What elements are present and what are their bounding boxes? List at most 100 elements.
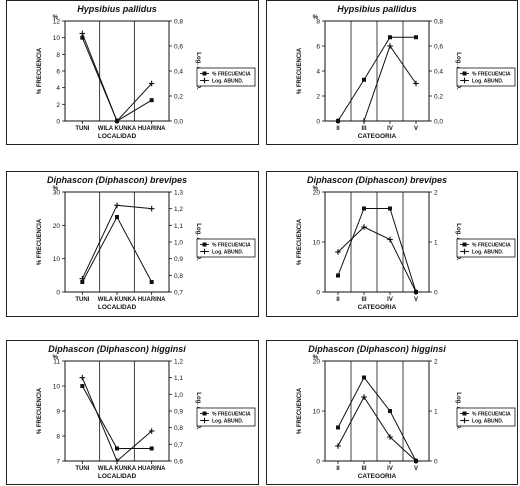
left-axis-tick-label: 7 — [56, 459, 60, 466]
x-category-label: HUARINA — [138, 126, 166, 132]
legend-box — [456, 407, 516, 427]
series-abund-point — [335, 249, 341, 255]
legend-label-frecuencia: % FRECUENCIA — [472, 72, 511, 78]
right-axis-tick-label: 1 — [434, 240, 438, 247]
legend-marker-plus — [201, 77, 208, 84]
x-category-label: V — [414, 126, 418, 132]
chart-title: Hypsibius pallidus — [77, 4, 157, 14]
series-abund-line — [338, 44, 417, 122]
legend-box — [196, 67, 256, 87]
right-axis-tick-label: 0,8 — [434, 19, 443, 26]
left-axis-tick-label: 12 — [53, 19, 61, 26]
left-axis-tick-label: 10 — [53, 35, 61, 42]
chart-panel-hypsibius-categoria: Hypsibius pallidus 0 2 4 6 8 0,0 0,2 0,4 0,6 0,8%%… — [266, 0, 518, 145]
x-category-label: IV — [387, 126, 393, 132]
series-abund-line — [337, 226, 417, 293]
series-frecuencia-line — [81, 37, 152, 122]
series-frecuencia-point — [362, 206, 366, 211]
series-abund — [79, 374, 155, 464]
left-axis-tick-label: 2 — [316, 94, 320, 101]
series-abund — [335, 394, 419, 464]
right-axis-tick-label: 2 — [434, 359, 438, 366]
series-frecuencia-point — [80, 384, 85, 388]
series-frecuencia-point — [80, 35, 85, 40]
x-category-label: II — [336, 466, 340, 472]
right-axis-tick-label: 0,7 — [174, 290, 183, 297]
right-axis-tick-label: 0,6 — [434, 44, 443, 51]
legend-box — [456, 238, 516, 258]
right-axis-tick-label: 0,8 — [174, 425, 183, 432]
x-axis-title: LOCALIDAD — [98, 304, 137, 311]
x-axis-title: LOCALIDAD — [98, 133, 137, 140]
series-frecuencia-point — [149, 98, 154, 103]
series-frecuencia — [80, 384, 154, 451]
right-axis-tick-label: 0,6 — [174, 459, 183, 466]
left-axis-tick-label: 0 — [316, 459, 320, 466]
left-axis-tick-label: 8 — [56, 52, 60, 59]
left-axis-unit: % — [53, 15, 59, 21]
right-axis-tick-label: 0,8 — [174, 273, 183, 280]
x-category-label: IV — [387, 297, 393, 303]
right-axis-tick-label: 1 — [434, 409, 438, 416]
series-frecuencia-point — [336, 425, 340, 430]
chart-title: Diphascon (Diphascon) higginsi — [48, 344, 186, 354]
legend-marker-plus — [461, 77, 468, 84]
left-axis-title: % FRECUENCIA — [297, 218, 303, 265]
right-axis-tick-label: 2 — [434, 190, 438, 197]
left-axis-tick-label: 2 — [56, 102, 60, 109]
x-category-label: WILA KUNKA — [98, 297, 137, 303]
x-category-label: III — [361, 466, 366, 472]
right-axis-tick-label: 0 — [434, 459, 438, 466]
left-axis-title: % FRECUENCIA — [297, 387, 303, 434]
series-abund-point — [114, 458, 120, 464]
series-frecuencia-point — [414, 35, 418, 40]
chart-title: Diphascon (Diphascon) higginsi — [308, 344, 446, 354]
left-axis-tick-label: 8 — [56, 434, 60, 441]
series-abund-point — [148, 428, 155, 434]
right-axis-tick-label: 0,9 — [174, 256, 183, 263]
left-axis-tick-label: 20 — [313, 359, 321, 366]
series-abund-point — [335, 118, 341, 124]
chart-title: Diphascon (Diphascon) brevipes — [47, 175, 187, 185]
right-axis-tick-label: 1,0 — [174, 392, 183, 399]
chart-svg: Diphascon (Diphascon) brevipes 0 10 20 0 1 2%%… — [297, 175, 516, 311]
legend-label-frecuencia: % FRECUENCIA — [472, 243, 511, 249]
series-abund-point — [79, 275, 86, 282]
series-frecuencia-line — [81, 215, 153, 283]
chart-panel-brevipes-localidad: Diphascon (Diphascon) brevipes 0 10 20 30 0,7… — [6, 171, 259, 317]
right-axis-tick-label: 0,2 — [434, 94, 443, 101]
series-abund-point — [361, 394, 367, 400]
left-axis-tick-label: 0 — [316, 290, 320, 297]
series-abund-point — [387, 43, 393, 49]
x-category-label: III — [361, 297, 366, 303]
legend-item-frecuencia: % FRECUENCIA — [200, 411, 251, 418]
chart-svg: Hypsibius pallidus 0 2 4 6 8 0,0 0,2 0,4 0,6 0,8%%… — [297, 4, 516, 140]
left-axis-tick-label: 11 — [53, 359, 60, 366]
legend-marker-plus — [461, 248, 468, 255]
left-axis-tick-label: 6 — [56, 69, 60, 76]
legend-box — [196, 238, 256, 258]
chart-svg: Diphascon (Diphascon) higginsi 7 8 9 10 11 0,6… — [37, 344, 256, 480]
chart-panel-hypsibius-localidad: Hypsibius pallidus 0 2 4 6 8 10 12 0,0 0,2 0,4 0,6 0… — [6, 0, 259, 145]
series-abund-point — [114, 202, 120, 209]
x-category-label: II — [336, 126, 340, 132]
series-frecuencia — [80, 215, 154, 284]
plot-frame — [64, 360, 170, 462]
series-abund-point — [79, 374, 86, 381]
legend-item-frecuencia: % FRECUENCIA — [460, 411, 511, 418]
chart-svg: Diphascon (Diphascon) brevipes 0 10 20 30 0,7… — [37, 175, 256, 311]
series-abund-point — [413, 80, 419, 87]
x-axis-title: LOCALIDAD — [98, 473, 137, 480]
series-abund-point — [148, 205, 155, 212]
legend-marker-square — [202, 411, 207, 416]
right-axis-tick-label: 1,0 — [174, 240, 183, 247]
x-axis-title: CATEGORIA — [358, 133, 397, 140]
series-abund — [79, 30, 155, 124]
x-category-label: WILA KUNKA — [98, 466, 137, 472]
legend-item-frecuencia: % FRECUENCIA — [200, 71, 251, 78]
left-axis-tick-label: 0 — [316, 119, 320, 126]
legend-item-frecuencia: % FRECUENCIA — [460, 71, 511, 78]
left-axis-tick-label: 0 — [56, 290, 60, 297]
x-category-label: WILA KUNKA — [98, 126, 137, 132]
left-axis-tick-label: 20 — [313, 190, 321, 197]
